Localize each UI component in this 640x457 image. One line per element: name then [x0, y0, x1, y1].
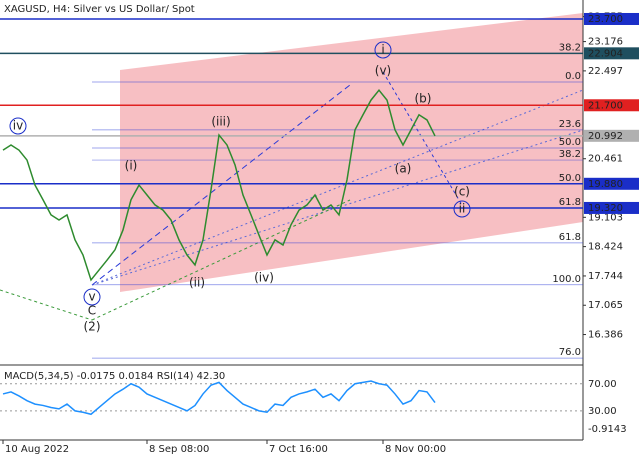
x-tick-label: 8 Sep 08:00: [149, 444, 209, 455]
wave-circle: [453, 200, 471, 218]
trend-line: [91, 129, 584, 286]
macd-label: -0.9143: [588, 424, 627, 435]
x-tick-label: 8 Nov 00:00: [385, 444, 446, 455]
fib-label: 50.0: [559, 137, 581, 148]
price-tag: [584, 177, 639, 190]
price-tag-label: 21.700: [588, 100, 623, 111]
wave-label: i: [381, 43, 384, 57]
fib-label: 38.2: [559, 149, 581, 160]
fib-label: 61.8: [559, 232, 581, 243]
x-tick-label: 7 Oct 16:00: [269, 444, 328, 455]
price-tag: [584, 129, 639, 142]
fib-label: 76.0: [559, 347, 581, 358]
fib-label: 61.8: [559, 197, 581, 208]
y-tick-label: 16.386: [588, 330, 623, 341]
trend-line: [91, 84, 351, 286]
y-tick-label: 19.103: [588, 212, 623, 223]
wave-circle: [9, 117, 27, 135]
price-tag-label: 20.992: [588, 131, 623, 142]
rsi-line: [2, 380, 436, 416]
y-tick-label: 18.424: [588, 242, 623, 253]
wave-label: (ii): [189, 276, 205, 290]
fib-label: 23.6: [559, 119, 581, 130]
wave-label: v: [88, 290, 95, 304]
wave-label: iv: [13, 119, 23, 133]
wave-line: [0, 289, 93, 321]
y-tick-label: 23.176: [588, 37, 623, 48]
price-line: [2, 88, 436, 282]
wave-label: C: [88, 304, 96, 318]
price-tag: [584, 47, 639, 60]
indicator-tick-label: 30.00: [588, 406, 617, 417]
fib-label: 38.2: [559, 42, 581, 53]
price-tag-label: 22.904: [588, 48, 623, 59]
wave-label: ii: [459, 202, 466, 216]
wave-label: (a): [395, 162, 412, 176]
indicator-tick-label: 70.00: [588, 379, 617, 390]
price-tag: [584, 201, 639, 214]
y-tick-label: 22.497: [588, 66, 623, 77]
x-tick-label: 10 Aug 2022: [5, 444, 69, 455]
y-tick-label: 17.744: [588, 271, 623, 282]
wave-label: (iv): [254, 271, 274, 285]
indicator-title: MACD(5,34,5) -0.0175 0.0184 RSI(14) 42.3…: [4, 371, 225, 382]
wave-label: (c): [454, 185, 470, 199]
price-tag: [584, 99, 639, 112]
fib-label: 50.0: [559, 173, 581, 184]
price-tag: [584, 12, 639, 25]
chart-title: XAGUSD, H4: Silver vs US Dollar/ Spot: [4, 4, 195, 15]
wave-circle: [83, 288, 101, 306]
fib-label: 0.0: [565, 71, 581, 82]
wave-circle: [374, 41, 392, 59]
price-tag-label: 23.700: [588, 14, 623, 25]
price-tag-label: 19.320: [588, 203, 623, 214]
wave-label: (i): [125, 159, 138, 173]
wave-label: (v): [375, 64, 391, 78]
price-tag-label: 19.880: [588, 179, 623, 190]
wave-label: (iii): [211, 115, 230, 129]
wave-label: (2): [84, 320, 101, 334]
fib-label: 100.0: [552, 274, 581, 285]
trend-line: [91, 89, 584, 286]
wave-label: (b): [415, 92, 432, 106]
y-tick-label: 20.461: [588, 154, 623, 165]
y-tick-label: 17.065: [588, 300, 623, 311]
wave-line: [382, 71, 463, 206]
